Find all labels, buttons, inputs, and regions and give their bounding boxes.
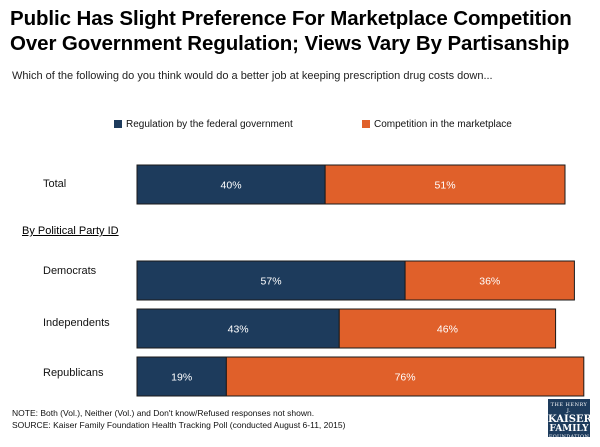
data-label-competition-republicans: 76% xyxy=(395,372,416,384)
legend-item-regulation: Regulation by the federal government xyxy=(114,119,293,130)
bar-competition-republicans xyxy=(225,356,585,397)
chart-title: Public Has Slight Preference For Marketp… xyxy=(10,7,572,55)
data-label-competition-democrats: 36% xyxy=(479,276,500,288)
bar-competition-democrats xyxy=(404,260,575,301)
note-line: NOTE: Both (Vol.), Neither (Vol.) and Do… xyxy=(12,408,315,418)
bar-regulation-democrats xyxy=(136,260,406,301)
category-label-republicans: Republicans xyxy=(43,367,104,379)
bar-regulation-independents xyxy=(136,308,340,349)
legend-swatch-competition xyxy=(362,120,370,128)
legend-swatch-regulation xyxy=(114,120,122,128)
category-label-total: Total xyxy=(43,178,67,190)
legend-item-competition: Competition in the marketplace xyxy=(362,119,512,130)
logo-line-4: FOUNDATION xyxy=(548,434,590,440)
data-label-regulation-democrats: 57% xyxy=(261,276,282,288)
data-label-competition-independents: 46% xyxy=(437,324,458,336)
bar-competition-independents xyxy=(338,308,557,349)
chart-notes: NOTE: Both (Vol.), Neither (Vol.) and Do… xyxy=(12,407,345,431)
legend-label-competition: Competition in the marketplace xyxy=(374,119,512,130)
data-label-regulation-independents: 43% xyxy=(228,324,249,336)
group-label-party: By Political Party ID xyxy=(22,225,119,237)
data-label-competition-total: 51% xyxy=(435,180,456,192)
chart-subtitle: Which of the following do you think woul… xyxy=(12,70,493,82)
category-label-democrats: Democrats xyxy=(43,265,97,277)
legend-label-regulation: Regulation by the federal government xyxy=(126,119,293,130)
logo-line-3: FAMILY xyxy=(549,424,589,434)
logo-line-2: KAISER xyxy=(548,414,592,425)
bar-competition-total xyxy=(324,164,566,205)
logo-line-1: THE HENRY J. xyxy=(550,402,588,414)
bar-regulation-republicans xyxy=(136,356,227,397)
kff-logo: THE HENRY J. KAISER FAMILY FOUNDATION xyxy=(548,399,592,440)
category-label-independents: Independents xyxy=(43,317,110,329)
source-line: SOURCE: Kaiser Family Foundation Health … xyxy=(12,420,346,430)
data-label-regulation-total: 40% xyxy=(221,180,242,192)
data-label-regulation-republicans: 19% xyxy=(171,372,192,384)
